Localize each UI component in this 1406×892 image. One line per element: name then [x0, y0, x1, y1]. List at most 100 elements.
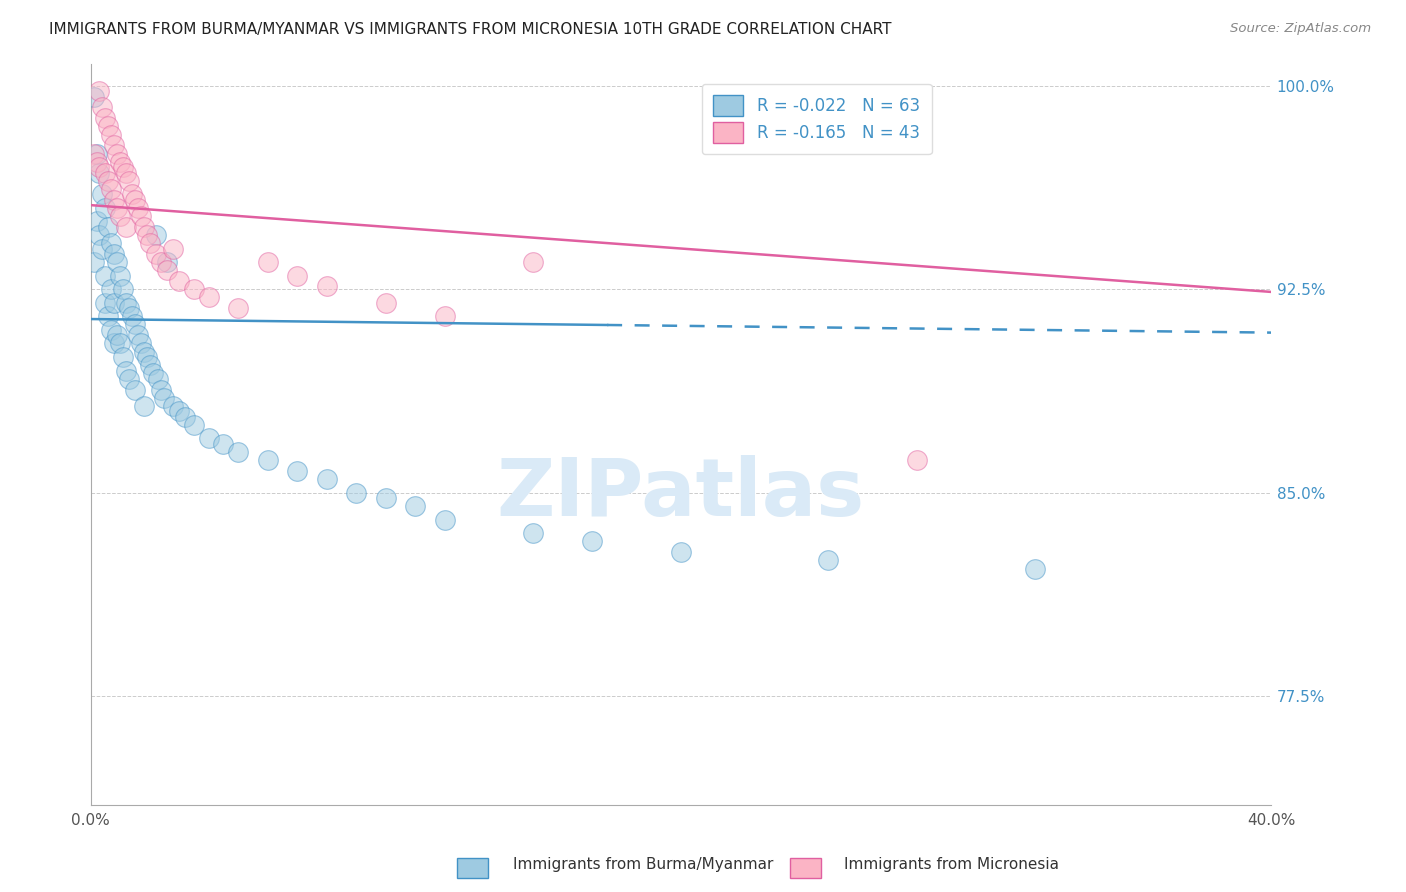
- Text: IMMIGRANTS FROM BURMA/MYANMAR VS IMMIGRANTS FROM MICRONESIA 10TH GRADE CORRELATI: IMMIGRANTS FROM BURMA/MYANMAR VS IMMIGRA…: [49, 22, 891, 37]
- Point: [118, 174, 141, 188]
- Point: [183, 417, 205, 432]
- Point: [127, 328, 149, 343]
- Point: [124, 193, 146, 207]
- Point: [105, 201, 128, 215]
- Point: [91, 187, 114, 202]
- Point: [100, 128, 122, 142]
- Point: [132, 399, 155, 413]
- Point: [100, 323, 122, 337]
- Point: [94, 165, 117, 179]
- Point: [148, 372, 170, 386]
- FancyBboxPatch shape: [457, 858, 488, 878]
- Point: [97, 310, 120, 324]
- Point: [103, 138, 125, 153]
- Point: [129, 209, 152, 223]
- Point: [153, 391, 176, 405]
- Point: [226, 301, 249, 316]
- Point: [145, 247, 167, 261]
- Point: [97, 174, 120, 188]
- Point: [115, 219, 138, 234]
- Point: [94, 295, 117, 310]
- Point: [135, 350, 157, 364]
- Point: [135, 227, 157, 242]
- Point: [1024, 561, 1046, 575]
- FancyBboxPatch shape: [790, 858, 821, 878]
- Point: [100, 282, 122, 296]
- Point: [100, 182, 122, 196]
- Point: [103, 336, 125, 351]
- Point: [522, 526, 544, 541]
- Point: [404, 500, 426, 514]
- Point: [127, 201, 149, 215]
- Point: [118, 372, 141, 386]
- Point: [124, 383, 146, 397]
- Point: [174, 409, 197, 424]
- Point: [197, 431, 219, 445]
- Point: [83, 89, 105, 103]
- Point: [285, 268, 308, 283]
- Point: [105, 146, 128, 161]
- Point: [103, 295, 125, 310]
- Point: [433, 310, 456, 324]
- Point: [132, 219, 155, 234]
- Point: [374, 491, 396, 505]
- Point: [256, 453, 278, 467]
- Point: [100, 236, 122, 251]
- Point: [167, 274, 190, 288]
- Point: [89, 160, 111, 174]
- Text: ZIPatlas: ZIPatlas: [496, 455, 865, 533]
- Point: [142, 366, 165, 380]
- Point: [121, 187, 143, 202]
- Legend: R = -0.022   N = 63, R = -0.165   N = 43: R = -0.022 N = 63, R = -0.165 N = 43: [702, 84, 932, 154]
- Point: [83, 255, 105, 269]
- Point: [112, 282, 135, 296]
- Point: [89, 165, 111, 179]
- Point: [522, 255, 544, 269]
- Point: [97, 219, 120, 234]
- Point: [103, 247, 125, 261]
- Point: [121, 310, 143, 324]
- Point: [156, 263, 179, 277]
- Point: [669, 545, 692, 559]
- Text: Immigrants from Burma/Myanmar: Immigrants from Burma/Myanmar: [513, 857, 773, 872]
- Point: [94, 201, 117, 215]
- Point: [112, 160, 135, 174]
- Point: [817, 553, 839, 567]
- Point: [115, 295, 138, 310]
- Point: [115, 165, 138, 179]
- Point: [285, 464, 308, 478]
- Point: [138, 358, 160, 372]
- Point: [94, 112, 117, 126]
- Point: [108, 209, 131, 223]
- Point: [124, 318, 146, 332]
- Point: [129, 336, 152, 351]
- Point: [374, 295, 396, 310]
- Point: [103, 193, 125, 207]
- Point: [105, 328, 128, 343]
- Point: [108, 268, 131, 283]
- Point: [86, 214, 108, 228]
- Point: [256, 255, 278, 269]
- Text: Source: ZipAtlas.com: Source: ZipAtlas.com: [1230, 22, 1371, 36]
- Point: [132, 344, 155, 359]
- Point: [433, 513, 456, 527]
- Point: [315, 472, 337, 486]
- Point: [162, 399, 184, 413]
- Point: [105, 255, 128, 269]
- Point: [315, 279, 337, 293]
- Point: [145, 227, 167, 242]
- Point: [212, 437, 235, 451]
- Point: [94, 268, 117, 283]
- Point: [108, 154, 131, 169]
- Point: [89, 227, 111, 242]
- Point: [183, 282, 205, 296]
- Point: [83, 146, 105, 161]
- Point: [167, 404, 190, 418]
- Point: [344, 485, 367, 500]
- Point: [115, 363, 138, 377]
- Point: [226, 445, 249, 459]
- Point: [97, 120, 120, 134]
- Point: [150, 255, 173, 269]
- Point: [138, 236, 160, 251]
- Point: [89, 84, 111, 98]
